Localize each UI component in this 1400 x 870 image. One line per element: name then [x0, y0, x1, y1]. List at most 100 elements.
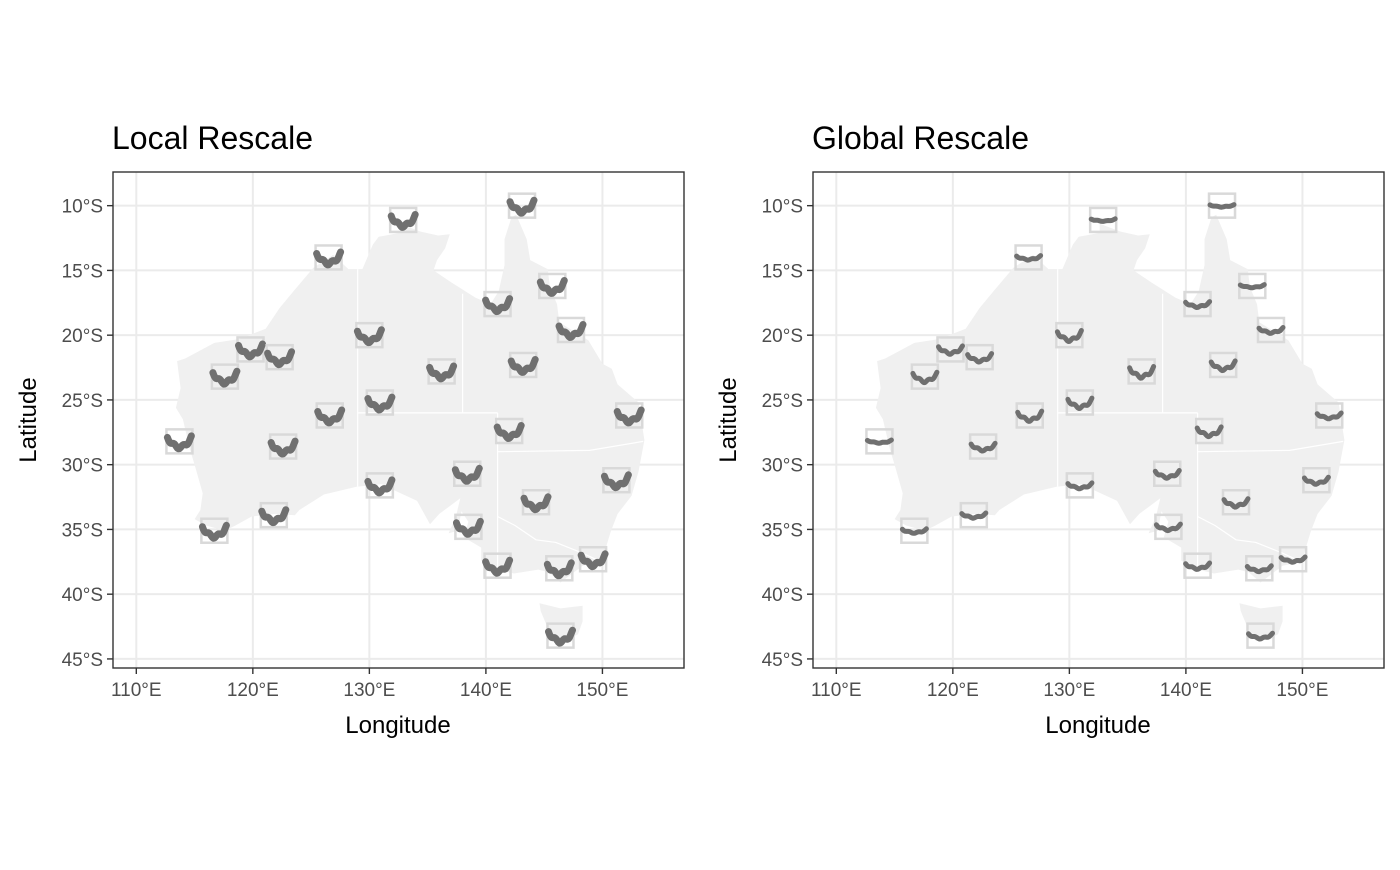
station-glyph [1207, 192, 1237, 219]
station-glyph [209, 363, 241, 390]
state-border [1197, 515, 1302, 563]
glyph-series [1244, 563, 1274, 575]
x-tick-label: 120°E [227, 680, 279, 701]
glyph-series [451, 464, 483, 485]
glyph-series [1065, 395, 1095, 411]
station-glyph [267, 433, 299, 460]
glyph-series [1237, 282, 1267, 291]
glyph-series [1088, 216, 1118, 224]
x-tick-label: 110°E [811, 680, 862, 701]
station-glyph [1246, 622, 1275, 649]
station-glyph [864, 428, 894, 455]
station-glyph [520, 488, 552, 516]
glyph-series [1153, 521, 1183, 534]
glyph-series [314, 406, 346, 427]
glyph-series [426, 362, 458, 383]
station-glyph [936, 336, 965, 363]
glyph-series [364, 393, 396, 414]
glyph-series [1015, 408, 1045, 424]
station-glyph [1152, 460, 1182, 487]
station-glyph [1244, 555, 1274, 582]
station-glyph [235, 336, 266, 363]
glyph-series [1314, 410, 1344, 422]
glyph-series [965, 351, 995, 365]
state-border [497, 440, 644, 453]
station-glyph [482, 552, 514, 579]
y-tick-label: 35°S [762, 520, 803, 541]
station-glyph [364, 472, 396, 499]
y-tick-label: 30°S [62, 456, 103, 477]
y-tick-label: 20°S [62, 326, 103, 347]
station-glyph [1208, 351, 1238, 379]
x-tick-label: 140°E [1160, 680, 1212, 701]
station-glyph [1065, 389, 1095, 416]
station-glyph [613, 402, 645, 429]
station-glyph [1194, 417, 1224, 445]
station-glyph [555, 316, 587, 344]
y-tick-label: 40°S [62, 585, 103, 606]
y-tick-label: 25°S [62, 391, 103, 412]
glyph-series [1301, 474, 1331, 487]
local-rescale-panel: Local Rescale Longitude Latitude 110°E 12… [15, 120, 685, 739]
x-tick-label: 130°E [1043, 680, 1095, 701]
station-glyph [1127, 358, 1157, 385]
x-axis-label: Longitude [345, 712, 450, 739]
state-border [497, 515, 602, 563]
station-glyph [910, 363, 940, 390]
glyph-series [1194, 424, 1224, 440]
glyph-series [364, 476, 396, 497]
glyph-series [163, 432, 195, 453]
glyph-series [1208, 358, 1238, 374]
station-glyph [1237, 272, 1267, 300]
tasmania-shape [539, 603, 583, 641]
glyph-series [1256, 325, 1286, 336]
station-glyph [1015, 402, 1045, 429]
glyph-series [209, 367, 241, 388]
glyph-series [1127, 364, 1157, 381]
glyph-series [959, 510, 989, 521]
station-glyph [545, 622, 576, 649]
station-glyph [577, 545, 609, 573]
glyph-series [536, 277, 568, 297]
station-glyph [452, 513, 484, 541]
glyph-series [864, 437, 894, 446]
station-glyph [426, 358, 458, 385]
y-axis-label: Latitude [15, 377, 42, 462]
station-glyph [198, 517, 230, 544]
station-glyph [965, 343, 995, 371]
y-axis-label: Latitude [715, 377, 742, 462]
station-glyph [1065, 472, 1095, 499]
glyph-series [267, 437, 299, 458]
y-tick-label: 10°S [62, 197, 103, 218]
station-glyph [1256, 316, 1286, 344]
glyph-series [1246, 630, 1275, 642]
station-glyph [543, 555, 575, 582]
glyph-series [1183, 299, 1213, 310]
station-glyph [506, 192, 538, 219]
station-glyph [536, 272, 568, 300]
station-glyph [387, 206, 419, 234]
glyph-series [353, 326, 385, 347]
station-glyph [313, 244, 345, 271]
glyph-series [452, 517, 484, 538]
glyph-series [493, 422, 525, 442]
station-glyph [1014, 244, 1044, 271]
x-tick-label: 130°E [343, 680, 395, 701]
glyph-series [520, 493, 552, 514]
station-glyph [163, 428, 195, 455]
glyph-series [1152, 468, 1182, 481]
y-tick-label: 20°S [762, 326, 803, 347]
station-glyph [959, 501, 989, 529]
glyph-series [1054, 328, 1084, 344]
panel-border [812, 171, 1385, 669]
glyph-series [555, 321, 587, 341]
y-tick-label: 45°S [762, 650, 803, 671]
station-glyph [364, 389, 396, 416]
station-glyph [1278, 545, 1308, 573]
station-glyph [1054, 321, 1084, 349]
glyph-series [613, 406, 645, 427]
y-tick-label: 30°S [762, 456, 803, 477]
state-border [1197, 440, 1344, 453]
